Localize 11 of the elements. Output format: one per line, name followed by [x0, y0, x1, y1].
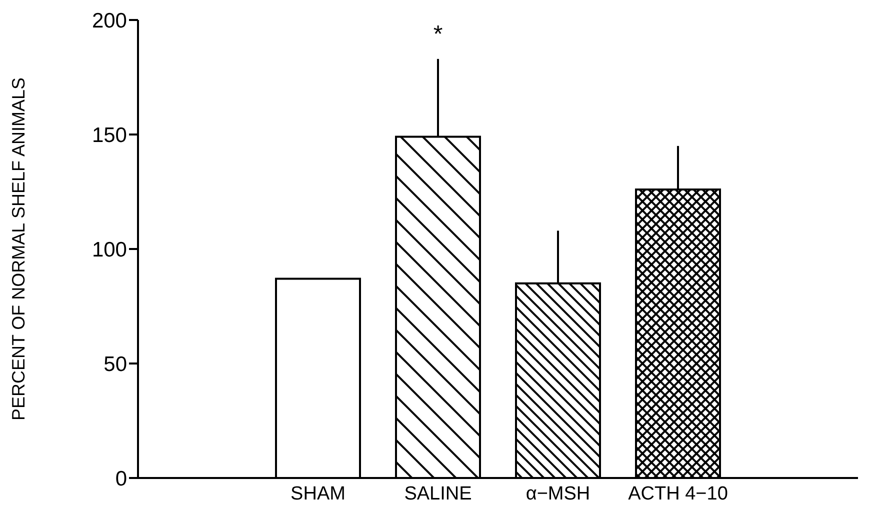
y-axis-title: PERCENT OF NORMAL SHELF ANIMALS	[8, 77, 28, 421]
y-tick-label: 0	[115, 467, 127, 490]
x-tick-label: SALINE	[404, 483, 472, 504]
y-tick-label: 200	[92, 9, 127, 32]
x-tick-label: α−MSH	[526, 483, 590, 504]
y-tick-label: 150	[92, 124, 127, 147]
x-tick-label: ACTH 4−10	[628, 483, 728, 504]
annotation: *	[433, 21, 443, 48]
y-tick-label: 100	[92, 238, 127, 262]
y-tick-label: 50	[104, 352, 127, 376]
x-tick-label: SHAM	[290, 483, 346, 504]
